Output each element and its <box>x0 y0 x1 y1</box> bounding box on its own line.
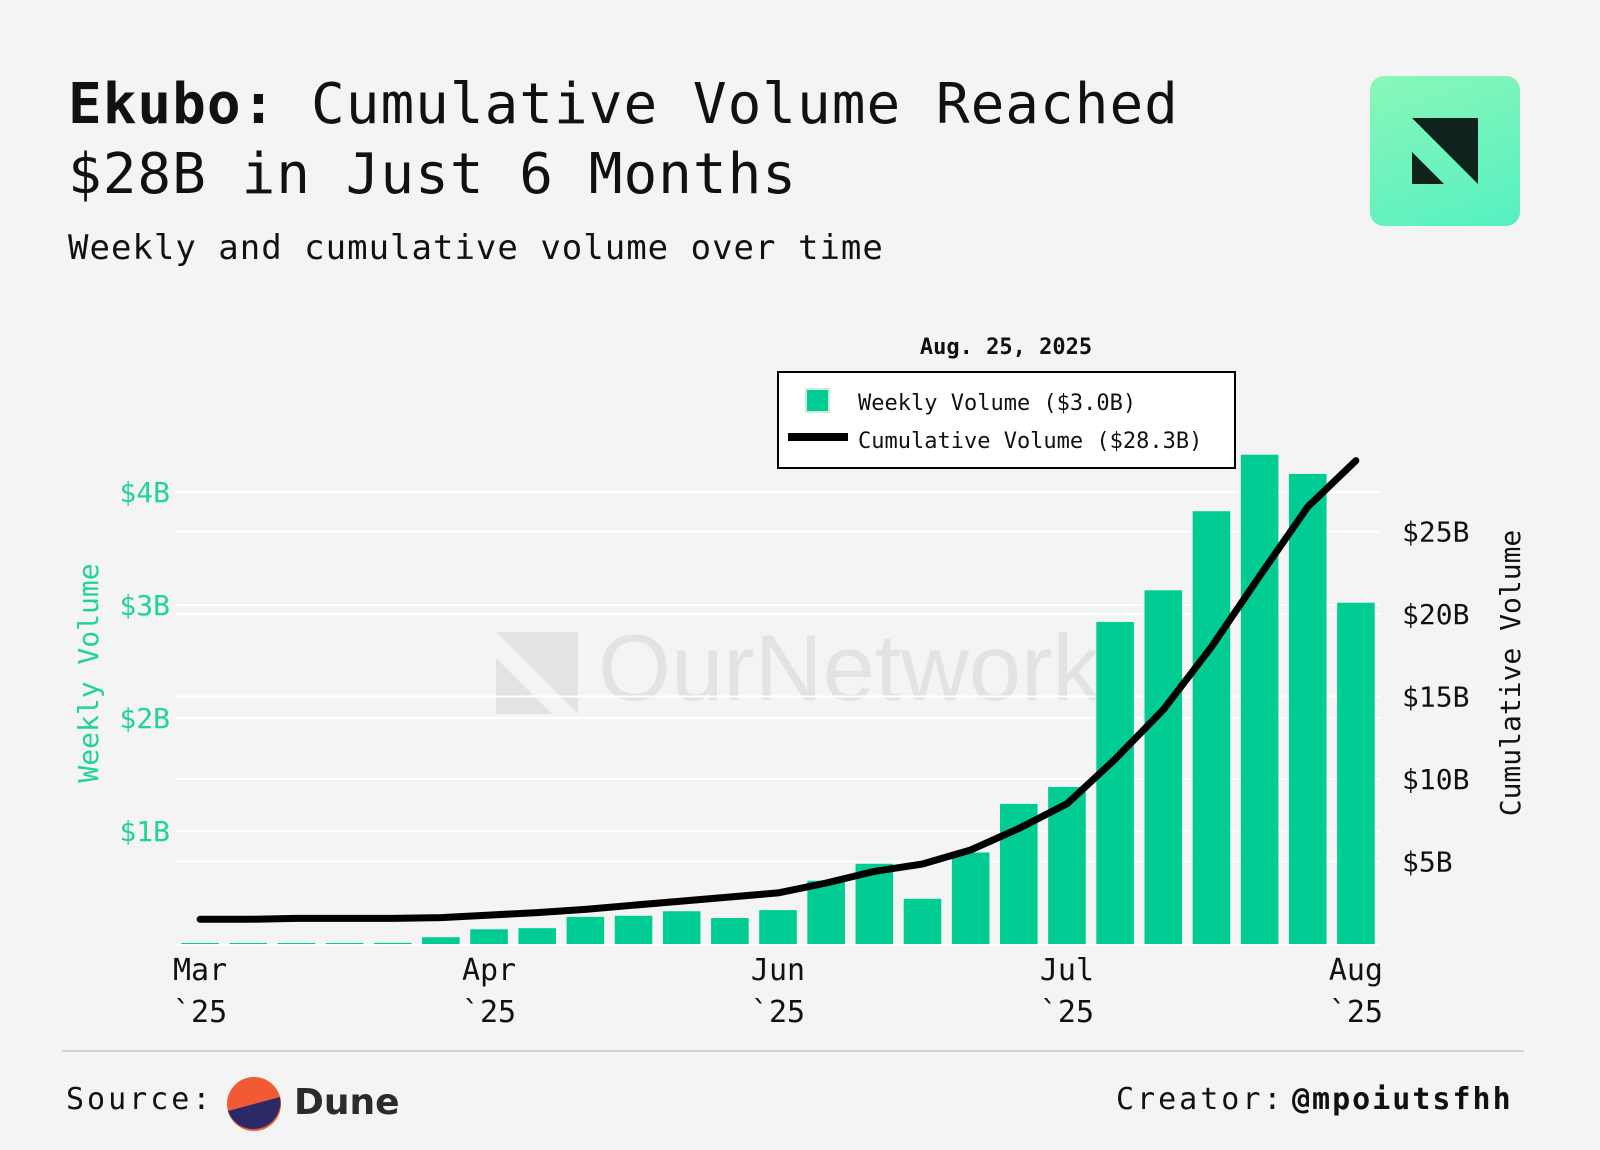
y-left-tick-label: $4B <box>119 476 170 509</box>
x-tick-label-year: `25 <box>1329 995 1383 1030</box>
y-left-tick-label: $1B <box>119 815 170 848</box>
weekly-volume-bar <box>711 918 749 944</box>
tooltip-date: Aug. 25, 2025 <box>920 335 1092 360</box>
weekly-volume-bar <box>1144 590 1183 944</box>
chart-title-rest: Cumulative Volume Reached $28B in Just 6… <box>68 72 1179 207</box>
weekly-volume-bar <box>1337 602 1375 944</box>
weekly-volume-bar <box>759 910 797 944</box>
weekly-volume-bar <box>325 943 364 944</box>
x-tick-label-year: `25 <box>751 995 805 1030</box>
x-tick-label-year: `25 <box>173 995 227 1030</box>
legend-label-cumulative: Cumulative Volume ($28.3B) <box>858 429 1202 454</box>
chart-title: Ekubo: Cumulative Volume Reached $28B in… <box>68 70 1268 210</box>
weekly-volume-bar <box>566 916 605 944</box>
y-right-tick-label: $15B <box>1402 681 1469 714</box>
chart: OurNetwork $1B $2B $3B $4B $5B $10B $15B $20B $… <box>72 335 1527 1030</box>
weekly-volume-bar <box>277 943 316 944</box>
weekly-volume-bar <box>470 929 508 944</box>
y-left-axis-label: Weekly Volume <box>72 563 105 782</box>
x-tick-label-month: Apr <box>462 953 516 988</box>
weekly-volume-bar <box>662 911 701 944</box>
legend-label-weekly: Weekly Volume ($3.0B) <box>858 391 1136 416</box>
ournetwork-logo-icon <box>1370 76 1520 226</box>
weekly-volume-bar <box>1192 511 1231 944</box>
chart-subtitle: Weekly and cumulative volume over time <box>68 228 884 268</box>
y-right-tick-label: $5B <box>1402 846 1453 879</box>
legend-box <box>777 371 1236 469</box>
weekly-volume-bar <box>422 937 460 944</box>
source-label: Source: <box>66 1082 214 1117</box>
x-tick-label-month: Mar <box>173 953 227 988</box>
y-right-tick-label: $20B <box>1402 598 1469 631</box>
chart-title-bold: Ekubo: <box>68 72 277 137</box>
dune-logo-icon <box>227 1077 281 1131</box>
weekly-volume-bar <box>1240 454 1279 944</box>
cumulative-volume-line <box>196 457 1360 923</box>
x-tick-label-month: Jun <box>751 953 805 988</box>
y-right-tick-label: $10B <box>1402 763 1469 796</box>
creator-label: Creator: <box>1116 1082 1285 1117</box>
weekly-volume-bar <box>903 898 942 944</box>
watermark: OurNetwork <box>496 615 1100 720</box>
x-tick-label-year: `25 <box>1040 995 1094 1030</box>
watermark-text: OurNetwork <box>598 615 1100 720</box>
weekly-volume-bar <box>1096 621 1134 944</box>
weekly-volume-bar <box>181 943 219 944</box>
x-tick-label-month: Aug <box>1329 953 1383 988</box>
footer-divider <box>62 1050 1524 1052</box>
y-right-axis-label: Cumulative Volume <box>1494 530 1527 817</box>
weekly-volume-bar <box>1288 473 1327 944</box>
y-right-tick-label: $25B <box>1402 516 1469 549</box>
weekly-volume-bar <box>373 942 412 944</box>
legend: Weekly Volume ($3.0B) Cumulative Volume … <box>777 371 1236 469</box>
x-tick-label-month: Jul <box>1040 953 1094 988</box>
weekly-volume-bar <box>229 943 268 944</box>
weekly-volume-bar <box>518 928 556 944</box>
creator-handle: @mpoiutsfhh <box>1292 1082 1513 1117</box>
x-tick-label-year: `25 <box>462 995 516 1030</box>
legend-swatch-weekly <box>805 388 830 413</box>
source-name: Dune <box>294 1082 400 1123</box>
weekly-volume-bar <box>614 915 653 944</box>
weekly-volume-bar <box>807 880 845 944</box>
weekly-volume-bar <box>951 852 990 944</box>
y-left-tick-label: $3B <box>119 589 170 622</box>
y-left-tick-label: $2B <box>119 702 170 735</box>
